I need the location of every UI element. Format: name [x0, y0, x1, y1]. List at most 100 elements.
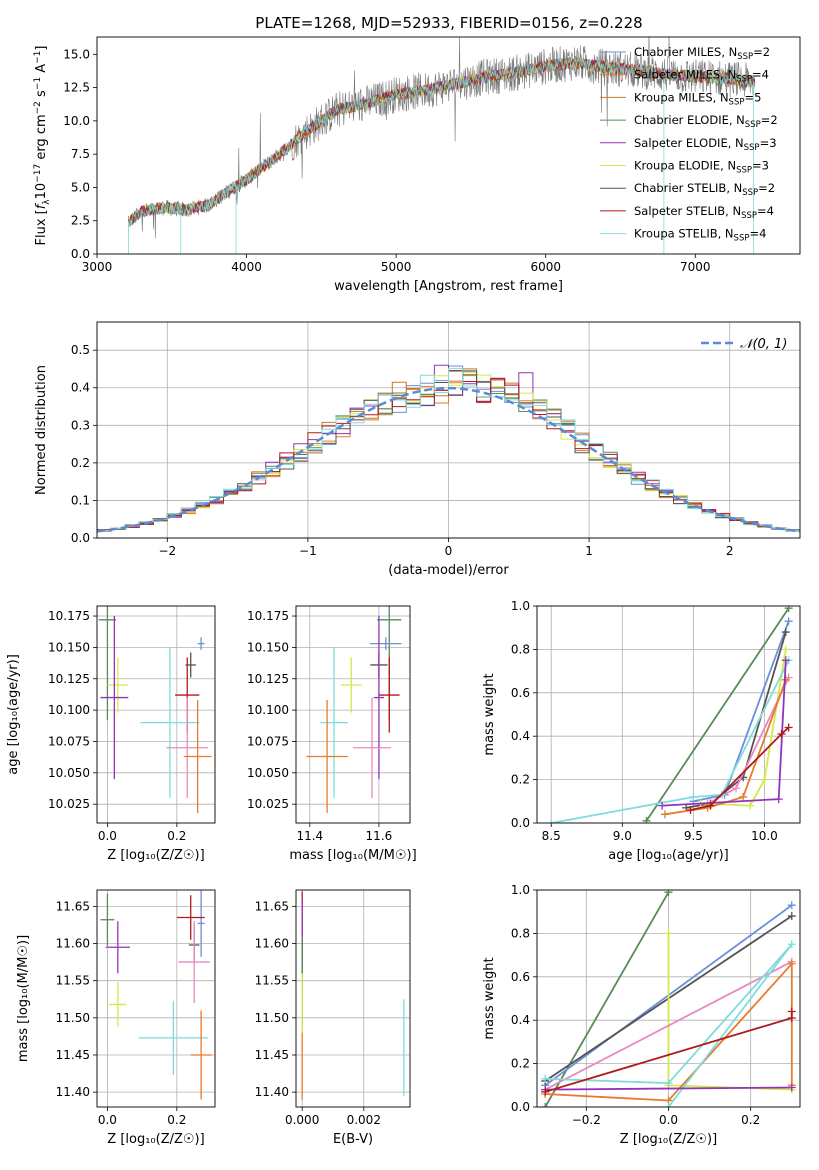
legend-entry: Salpeter MILES, NSSP=4: [634, 68, 769, 85]
y-tick-label: 2.5: [71, 214, 90, 228]
y-tick-label: 10.100: [247, 703, 289, 717]
histogram-8: [97, 368, 800, 532]
legend-entry: Chabrier STELIB, NSSP=2: [634, 181, 775, 198]
plus-marker: [774, 795, 783, 804]
y-tick-label: 0.0: [71, 247, 90, 261]
gaussian-curve: [97, 386, 800, 533]
legend-value: =2: [753, 45, 770, 59]
x-tick-label: −1: [299, 544, 317, 558]
axes-frame: [536, 605, 801, 824]
data-point: [176, 895, 205, 940]
y-tick-label: 0.6: [511, 970, 530, 984]
plus-marker: [787, 901, 796, 910]
plus-marker: [784, 617, 793, 626]
y-tick-label: 11.45: [255, 1048, 289, 1062]
data-point: [373, 616, 385, 780]
axes-weight_vs_Z: −0.2 0.0 0.2 0.0 0.2 0.4 0.6 0.8 1.0 Z [log₁₀(Z/Z…: [482, 883, 801, 1147]
x-axis-label: mass [log₁₀(M/M☉)]: [289, 848, 416, 863]
legend-sub: SSP: [736, 166, 752, 176]
weight-series-0: [544, 891, 670, 1107]
x-tick-label: 0.2: [167, 1113, 186, 1127]
data-point: [197, 890, 205, 957]
legend-label: Kroupa STELIB, N: [634, 227, 734, 241]
y-label-part: ]: [34, 46, 49, 51]
y-tick-label: 0.4: [71, 381, 90, 395]
axes-frame: [96, 321, 801, 539]
y-tick-label: 0.1: [71, 493, 90, 507]
plus-marker: [787, 940, 796, 949]
legend-value: =4: [757, 204, 774, 218]
plus-marker: [658, 801, 667, 810]
y-label-part: s: [34, 90, 49, 101]
legend-entry: Salpeter STELIB, NSSP=4: [634, 204, 774, 221]
weight-series-7: [545, 1086, 792, 1091]
axes-frame: [96, 36, 801, 255]
legend-sub: SSP: [745, 120, 761, 130]
axes-frame: [295, 605, 411, 824]
y-tick-label: 10.150: [48, 640, 90, 654]
y-tick-label: 10.0: [63, 114, 90, 128]
axes-frame: [96, 889, 216, 1108]
legend-label: Chabrier ELODIE, N: [634, 113, 745, 127]
y-label-part: 10: [34, 183, 49, 200]
data-point: [340, 657, 362, 713]
y-tick-label: 10.125: [48, 672, 90, 686]
data-point: [178, 921, 210, 1003]
y-tick-label: 0.8: [511, 642, 530, 656]
x-tick-label: 0.2: [167, 829, 186, 843]
legend-entry: Chabrier MILES, NSSP=2: [634, 45, 770, 62]
plus-marker: [664, 1103, 673, 1107]
data-point: [105, 921, 130, 974]
plot-area-residuals: [97, 364, 800, 533]
plus-marker: [746, 801, 755, 810]
y-tick-label: 11.40: [255, 1085, 289, 1099]
axes-mass_vs_ebv: 0.000 0.002 11.40 11.45 11.50 11.55 11.60 11.65…: [255, 889, 411, 1147]
model-spectrum-8: [128, 57, 756, 228]
x-tick-label: 2: [726, 544, 734, 558]
axes-age_vs_mass: 11.4 11.6 10.025 10.050 10.075 10.100 10.125 10…: [247, 605, 417, 863]
y-tick-label: 10.075: [247, 734, 289, 748]
weight-series-4: [544, 960, 793, 1091]
y-axis-label: age [log₁₀(age/yr)]: [6, 654, 21, 775]
y-label-part: f: [34, 202, 49, 209]
x-tick-label: 0.000: [285, 1113, 319, 1127]
legend-label: Salpeter ELODIE, N: [634, 136, 744, 150]
y-tick-label: 10.025: [48, 797, 90, 811]
plus-marker: [787, 912, 796, 921]
data-point: [197, 637, 205, 650]
data-point: [100, 616, 129, 780]
x-axis-label: age [log₁₀(age/yr)]: [608, 848, 729, 863]
data-point: [100, 893, 115, 946]
legend-sub: SSP: [744, 143, 760, 153]
data-point: [109, 982, 127, 1027]
y-tick-label: 10.050: [48, 766, 90, 780]
y-label-part: A: [34, 64, 49, 77]
x-tick-label: 0.2: [741, 1113, 760, 1127]
legend-sub: SSP: [737, 52, 753, 62]
x-tick-label: 8.5: [542, 829, 561, 843]
axes-residuals: −2 −1 0 1 2 0.0 0.1 0.2 0.3 0.4 0.5 (data-model)/er…: [34, 321, 801, 578]
y-tick-label: 0.3: [71, 418, 90, 432]
legend-label: Kroupa ELODIE, N: [634, 159, 736, 173]
plus-marker: [784, 723, 793, 732]
legend-sub: SSP: [742, 188, 758, 198]
plus-marker: [760, 775, 769, 784]
x-tick-label: 7000: [680, 260, 711, 274]
y-axis-label: mass [log₁₀(M/M☉)]: [16, 935, 31, 1062]
data-point: [138, 1000, 209, 1076]
axes-frame: [96, 605, 216, 824]
y-tick-label: 11.65: [56, 899, 90, 913]
legend-entry: Chabrier ELODIE, NSSP=2: [634, 113, 778, 130]
legend-entry: Kroupa ELODIE, NSSP=3: [634, 159, 769, 176]
data-point: [190, 1010, 212, 1100]
y-tick-label: 11.60: [56, 937, 90, 951]
plus-marker: [732, 784, 741, 793]
y-tick-label: 11.40: [56, 1085, 90, 1099]
x-tick-label: −2: [158, 544, 176, 558]
plus-marker: [787, 959, 796, 968]
y-tick-label: 11.45: [56, 1048, 90, 1062]
legend-label: Salpeter STELIB, N: [634, 204, 741, 218]
x-tick-label: 0.0: [98, 1113, 117, 1127]
plot-area-weight_vs_Z: [541, 890, 796, 1107]
data-point: [378, 657, 400, 733]
